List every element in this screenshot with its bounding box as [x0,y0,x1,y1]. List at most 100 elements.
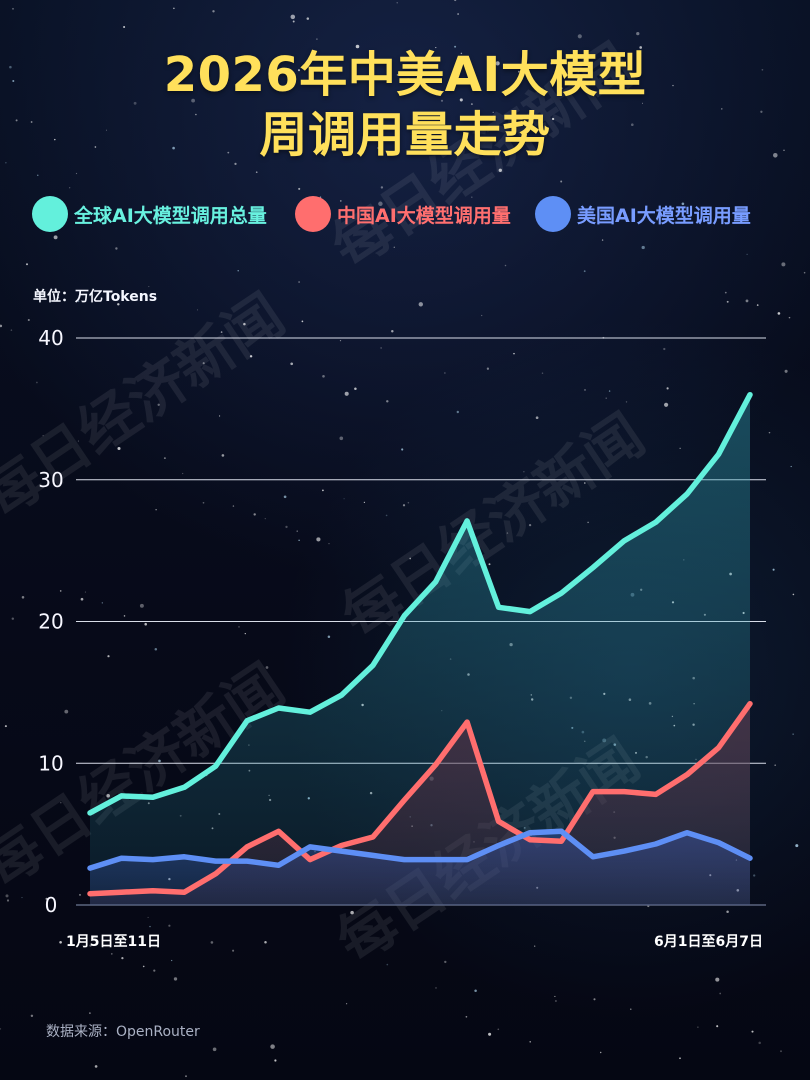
background-star [726,300,729,303]
background-star [758,1041,761,1045]
background-star [101,602,103,604]
background-star [788,316,791,319]
background-star [350,910,354,915]
background-star [551,117,555,121]
background-star [264,517,266,520]
background-star [454,0,457,2]
background-star [298,281,301,283]
background-star [139,603,144,608]
background-star [601,239,604,241]
background-star [298,187,301,190]
background-star [255,171,258,174]
background-star [234,162,237,166]
background-star [593,998,596,1001]
background-star [265,666,269,669]
background-star [641,102,644,104]
background-star [21,897,23,899]
background-star [5,162,7,164]
background-star [518,70,520,73]
background-star [322,375,325,378]
background-star [697,1026,699,1028]
background-star [60,801,62,804]
background-star [504,264,507,267]
chart-legend: 全球AI大模型调用总量 中国AI大模型调用量 美国AI大模型调用量 [30,194,780,234]
background-star [550,62,553,65]
background-star [69,187,71,189]
background-star [77,300,80,303]
background-star [64,709,69,714]
background-star [346,1003,348,1005]
background-star [253,513,256,516]
background-star [75,172,78,175]
background-star [37,174,39,176]
background-star [751,1030,754,1033]
background-star [147,916,149,918]
background-star [123,615,126,617]
background-star [316,38,318,40]
series-area-us [90,831,750,905]
background-star [172,146,175,150]
background-star [285,525,288,529]
background-star [298,539,300,542]
background-star [191,98,195,103]
background-star [523,471,525,473]
background-star [133,101,137,105]
background-star [148,286,150,288]
background-star [45,897,48,900]
background-star [560,87,563,90]
background-star [773,153,778,158]
background-star [237,270,239,272]
background-star [444,960,447,964]
background-star [11,617,15,620]
background-star [290,362,294,366]
background-star [584,388,586,391]
legend-item-global: 全球AI大模型调用总量 [32,194,267,234]
background-star [232,505,235,507]
background-star [458,208,461,211]
background-star [666,387,669,390]
background-star [792,733,794,735]
background-star [790,465,792,468]
background-star [459,98,463,102]
background-star [435,47,437,49]
background-star [355,44,360,49]
y-tick-label: 40 [38,326,63,350]
background-star [386,963,389,966]
legend-dot-global [32,196,68,232]
background-star [12,7,14,10]
background-star [110,953,113,955]
legend-label-global: 全球AI大模型调用总量 [74,204,267,227]
background-star [121,956,124,960]
background-star [154,648,158,651]
background-star [554,995,556,997]
background-star [513,352,515,355]
background-star [393,246,395,248]
background-star [664,402,669,407]
background-star [196,309,199,311]
background-star [486,367,490,370]
background-star [631,123,634,126]
background-star [232,949,235,952]
legend-item-us: 美国AI大模型调用量 [535,194,751,234]
background-star [756,304,759,306]
background-star [292,20,295,23]
background-star [498,168,502,172]
background-star [721,108,723,110]
background-star [554,999,557,1003]
background-star [679,1057,681,1060]
background-star [535,416,539,420]
background-star [772,568,775,571]
background-star [363,501,366,504]
background-star [541,372,544,374]
background-star [407,501,410,504]
background-star [377,146,380,150]
background-star [219,415,221,417]
background-star [407,78,410,81]
background-star [306,17,310,20]
background-star [157,403,160,406]
background-star [456,410,459,414]
background-star [584,482,586,484]
background-star [153,969,156,972]
